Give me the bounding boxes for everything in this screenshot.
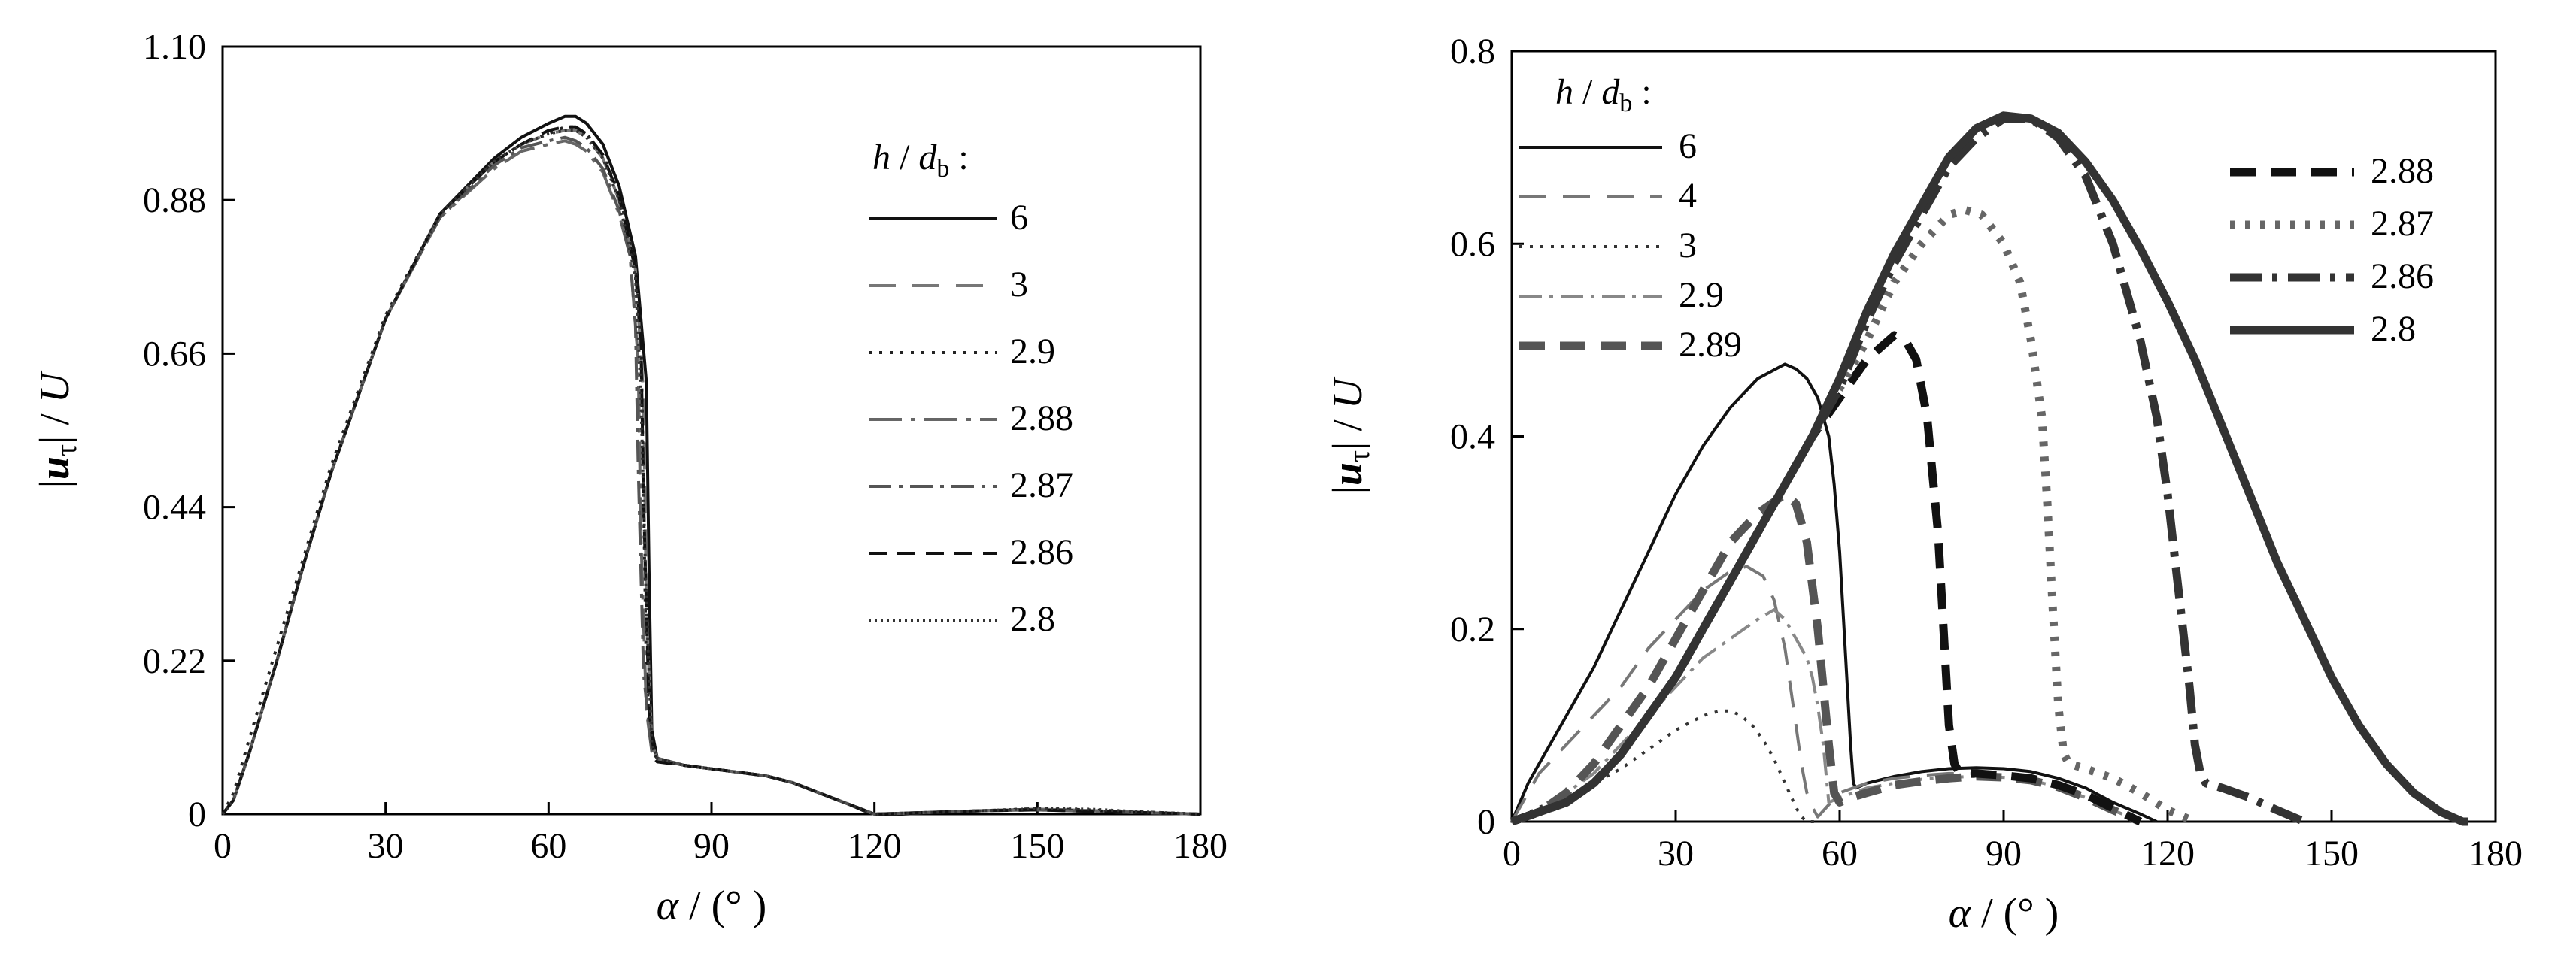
- chart2-legend-title: h / db :: [1555, 72, 1652, 117]
- chart1-legend-label-2.86: 2.86: [1010, 532, 1073, 572]
- chart2-y-tick-label: 0.2: [1450, 610, 1495, 650]
- chart2-series-line-2.88: [1510, 331, 2143, 826]
- chart2-series-line-2.8: [1510, 111, 2468, 826]
- chart1-y-tick-label: 1.10: [143, 27, 206, 67]
- chart1-x-tick-label: 60: [530, 826, 566, 866]
- chart1-y-tick-label: 0.44: [143, 488, 206, 528]
- chart1-series-line-2.8: [221, 129, 1201, 816]
- chart2-y-axis-label: |uτ| / U: [1324, 376, 1376, 494]
- chart1-series-line-2.9: [221, 125, 1201, 816]
- chart2-x-tick-label: 120: [2141, 834, 2195, 874]
- chart2-legend-label-2.89: 2.89: [1679, 325, 1742, 365]
- chart1-y-tick-label: 0.22: [143, 641, 206, 681]
- chart1-x-tick-label: 90: [693, 826, 730, 866]
- chart2-y-tick-label: 0.4: [1450, 417, 1495, 457]
- chart2-series-line-6: [1510, 362, 2158, 823]
- chart1-y-tick-label: 0.88: [143, 180, 206, 220]
- chart1-y-tick-label: 0.66: [143, 334, 206, 374]
- chart1-legend-label-6: 6: [1010, 198, 1028, 238]
- chart1-x-tick-label: 0: [214, 826, 232, 866]
- chart2-y-tick-label: 0.6: [1450, 224, 1495, 264]
- chart2-legend-label-2.8: 2.8: [2371, 309, 2416, 349]
- chart1-x-axis-label: α / (° ): [657, 883, 767, 929]
- chart1-y-tick-label: 0: [188, 795, 206, 834]
- chart2-x-axis-label: α / (° ): [1949, 890, 2059, 937]
- chart1-x-tick-label: 180: [1173, 826, 1227, 866]
- chart1-legend-label-2.88: 2.88: [1010, 398, 1073, 438]
- chart2-legend-label-6: 6: [1679, 126, 1697, 166]
- chart1-legend-label-2.8: 2.8: [1010, 599, 1055, 639]
- chart2-x-tick-label: 180: [2468, 834, 2523, 874]
- chart2-y-tick-label: 0: [1477, 802, 1495, 842]
- chart1-x-tick-label: 150: [1010, 826, 1064, 866]
- chart2-x-tick-label: 90: [1986, 834, 2022, 874]
- chart1-y-axis-label: |uτ| / U: [32, 370, 83, 488]
- chart1-legend-label-2.9: 2.9: [1010, 332, 1055, 371]
- chart2-x-tick-label: 60: [1822, 834, 1858, 874]
- chart2-x-tick-label: 0: [1503, 834, 1521, 874]
- chart2-legend-label-2.88: 2.88: [2371, 151, 2434, 191]
- chart1-legend-label-2.87: 2.87: [1010, 465, 1073, 505]
- chart1-legend-label-3: 3: [1010, 265, 1028, 304]
- chart2-series-line-2.89: [1510, 489, 2142, 826]
- chart2-legend-label-2.86: 2.86: [2371, 256, 2434, 296]
- chart2-x-tick-label: 150: [2304, 834, 2359, 874]
- chart2-y-tick-label: 0.8: [1450, 32, 1495, 71]
- chart2-legend-label-3: 3: [1679, 226, 1697, 265]
- chart1-x-tick-label: 30: [368, 826, 404, 866]
- chart2-x-tick-label: 30: [1658, 834, 1694, 874]
- chart2-series-line-4: [1510, 565, 2141, 823]
- chart1-legend-title: h / db :: [872, 138, 969, 183]
- chart2-legend-label-2.9: 2.9: [1679, 275, 1724, 315]
- chart2-legend-label-2.87: 2.87: [2371, 204, 2434, 244]
- chart1-x-tick-label: 120: [848, 826, 902, 866]
- chart1-series-line-2.86: [221, 125, 1201, 816]
- chart2-series-line-2.86: [1510, 114, 2306, 826]
- chart2-legend-label-4: 4: [1679, 176, 1697, 216]
